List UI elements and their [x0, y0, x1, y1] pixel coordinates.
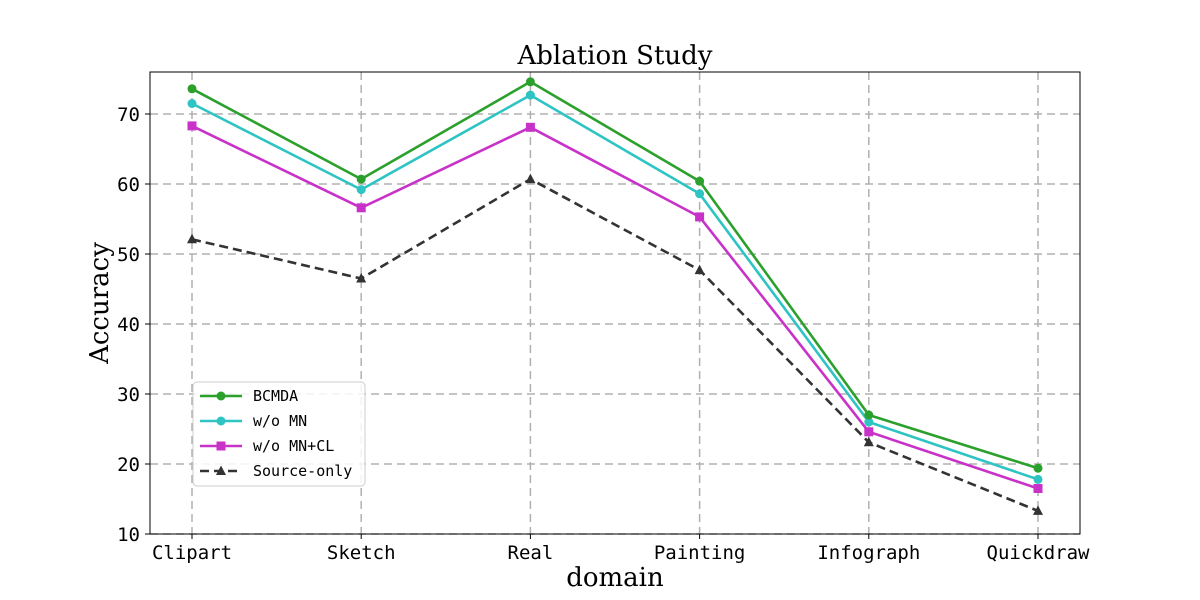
- legend-marker-bcmda: [216, 391, 226, 401]
- y-tick-label: 60: [117, 174, 140, 196]
- data-point: [356, 185, 366, 195]
- legend-label-w-o-mn-cl: w/o MN+CL: [253, 437, 334, 455]
- series-group: [187, 77, 1043, 515]
- x-tick-label: Real: [508, 542, 554, 564]
- legend-marker-source-only: [216, 465, 226, 475]
- data-point: [694, 264, 705, 275]
- legend-label-w-o-mn: w/o MN: [253, 412, 307, 430]
- y-tick-label: 10: [117, 524, 140, 546]
- data-point: [525, 122, 535, 132]
- legend-marker-w-o-mn-cl: [216, 441, 226, 451]
- y-axis-label: Accuracy: [85, 242, 115, 365]
- x-axis-label: domain: [566, 563, 664, 593]
- chart-title: Ablation Study: [517, 41, 713, 71]
- data-point: [187, 84, 197, 94]
- x-tick-label: Painting: [654, 542, 746, 564]
- data-point: [864, 417, 874, 427]
- plot-frame: [149, 71, 1081, 535]
- x-tick-label: Quickdraw: [987, 542, 1091, 564]
- legend-label-source-only: Source-only: [253, 462, 352, 480]
- data-point: [187, 121, 197, 131]
- x-tick-label: Sketch: [327, 542, 396, 564]
- legend-box: [192, 381, 366, 487]
- y-tick-label: 70: [117, 104, 140, 126]
- data-point: [1033, 474, 1043, 484]
- y-tick-label: 30: [117, 384, 140, 406]
- series-line-bcmda: [191, 80, 1039, 470]
- data-point: [356, 203, 366, 213]
- legend-marker-w-o-mn: [216, 416, 226, 426]
- data-point: [1033, 484, 1043, 493]
- series-w-o-mn: [187, 90, 1043, 484]
- series-line-source-only: [191, 177, 1039, 513]
- y-tick-label: 20: [117, 454, 140, 476]
- series-source-only: [187, 173, 1043, 515]
- data-point: [525, 77, 535, 87]
- data-point: [695, 189, 705, 199]
- y-tick-label: 50: [117, 244, 140, 266]
- data-point: [1033, 505, 1043, 515]
- data-point: [356, 273, 367, 283]
- series-bcmda: [187, 77, 1043, 473]
- series-w-o-mn-cl: [187, 121, 1043, 493]
- x-axis-ticks: Clipart Sketch Real Painting Infograph Quickd…: [152, 534, 1090, 564]
- series-line-w-o-mn-cl: [191, 124, 1039, 490]
- data-point: [525, 90, 535, 100]
- y-axis-ticks: 10 20 30 40 50 60 70: [117, 104, 150, 546]
- x-tick-label: Infograph: [817, 542, 920, 564]
- legend: BCMDA w/o MN w/o MN+CL Source-only: [192, 381, 366, 487]
- data-point: [695, 212, 705, 222]
- data-point: [864, 410, 874, 420]
- data-point: [525, 173, 536, 184]
- data-point: [356, 174, 366, 184]
- data-point: [1033, 463, 1043, 473]
- x-tick-label: Clipart: [152, 542, 232, 564]
- data-point: [863, 436, 874, 447]
- series-line-w-o-mn: [191, 93, 1039, 481]
- y-tick-label: 40: [117, 314, 140, 336]
- data-point: [695, 176, 705, 186]
- legend-label-bcmda: BCMDA: [253, 387, 298, 405]
- data-point: [187, 233, 197, 244]
- data-point: [864, 427, 874, 437]
- data-point: [187, 99, 197, 108]
